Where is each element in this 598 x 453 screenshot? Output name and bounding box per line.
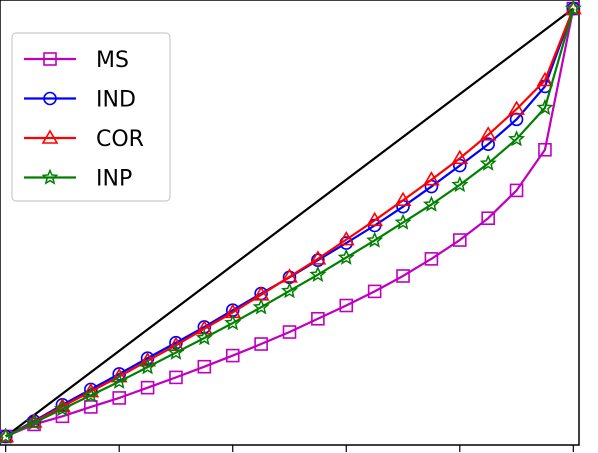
series-ms-point-13	[367, 284, 382, 299]
series-inp-point-14	[394, 213, 412, 230]
series-inp-point-16	[451, 175, 469, 193]
series-inp-point-9	[252, 298, 270, 315]
legend-item-inp: INP	[24, 167, 132, 192]
legend-item-ind: IND	[24, 88, 136, 113]
series-ms-point-8	[225, 348, 240, 363]
series-inp-point-10	[280, 282, 299, 299]
series-ms-point-18	[509, 183, 524, 198]
series-ms-point-3	[84, 400, 98, 414]
series-inp-point-12	[337, 248, 355, 265]
series-inp-point-7	[195, 329, 213, 346]
series-inp-point-5	[139, 358, 157, 375]
series-ms-point-4	[112, 391, 127, 405]
series-cor-point-13	[366, 211, 384, 227]
series-inp-point-18	[508, 130, 526, 147]
legend-label-inp: INP	[96, 167, 132, 192]
x-axis-ticks	[5, 445, 574, 452]
series-inp	[0, 0, 582, 444]
legend-item-cor: COR	[24, 127, 144, 152]
series-ms	[0, 1, 581, 444]
series-inp-point-17	[479, 154, 497, 171]
series-inp-point-15	[422, 195, 440, 212]
series-cor-line	[5, 8, 575, 438]
series-cor-point-5	[139, 352, 156, 367]
series-ms-point-7	[197, 359, 212, 374]
series-inp-point-1	[25, 413, 43, 430]
series-inp-line	[5, 8, 575, 438]
series-layer	[0, 0, 582, 444]
series-cor-point-7	[195, 320, 213, 335]
series-ms-point-10	[282, 325, 297, 339]
legend-frame	[11, 32, 171, 202]
series-ms-point-9	[254, 337, 268, 351]
legend-label-cor: COR	[96, 127, 144, 152]
series-ms-point-16	[452, 233, 467, 247]
series-cor-point-18	[508, 100, 525, 115]
series-inp-point-6	[167, 343, 185, 360]
series-inp-point-20	[564, 0, 582, 16]
series-cor-point-15	[423, 171, 440, 186]
legend-swatch-marker-cor	[41, 129, 59, 144]
series-cor-point-19	[536, 71, 554, 87]
plot-area	[0, 0, 582, 452]
plot-frame	[0, 0, 580, 446]
series-cor-point-10	[281, 268, 298, 283]
series-inp-point-13	[366, 231, 384, 248]
series-inp-point-3	[82, 386, 100, 403]
series-inp-point-4	[110, 372, 128, 389]
series-ms-point-5	[140, 380, 155, 395]
series-ind-point-17	[481, 137, 495, 151]
legend-swatch-marker-inp	[41, 168, 59, 185]
series-ms-point-11	[311, 311, 325, 326]
reference-line	[5, 7, 574, 438]
series-ms-line	[5, 8, 575, 438]
series-inp-point-2	[53, 400, 71, 417]
series-inp-point-0	[0, 427, 15, 444]
series-ms-point-14	[396, 269, 410, 283]
legend-swatch-marker-ind	[43, 91, 57, 106]
legend-item-ms: MS	[24, 48, 129, 73]
legend-label-ind: IND	[96, 88, 136, 113]
series-cor-point-6	[167, 336, 185, 352]
legend-swatch-marker-ms	[43, 52, 57, 66]
series-ms-point-19	[538, 142, 552, 157]
reference-line-layer	[5, 7, 574, 438]
series-ms-point-17	[481, 211, 495, 226]
series-ms-point-12	[339, 298, 354, 313]
series-inp-point-19	[536, 98, 554, 116]
series-cor-point-20	[564, 0, 582, 15]
series-inp-point-11	[309, 265, 327, 282]
legend: MS IND COR INP	[11, 32, 171, 202]
legend-label-ms: MS	[96, 48, 129, 73]
series-cor-point-12	[337, 231, 355, 246]
series-cor-point-17	[479, 126, 497, 141]
series-cor-point-11	[309, 250, 327, 265]
series-ms-point-6	[169, 370, 183, 385]
series-cor-point-14	[394, 191, 412, 207]
series-ms-point-15	[424, 252, 439, 266]
series-inp-point-8	[224, 314, 242, 331]
series-cor-point-16	[451, 149, 469, 165]
